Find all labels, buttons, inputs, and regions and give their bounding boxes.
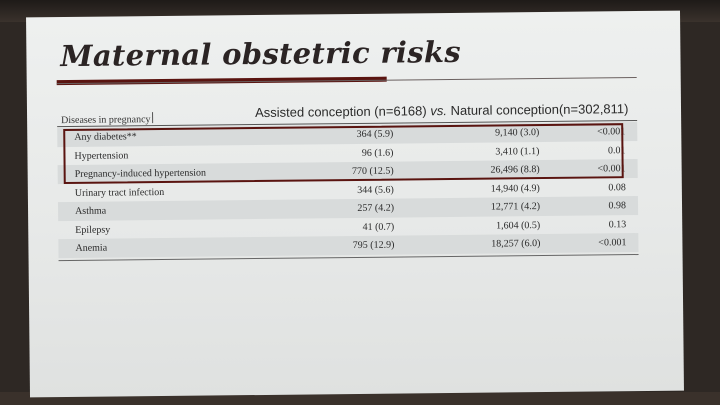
row-disease: Asthma (75, 205, 107, 217)
header-natural: Natural conception(n=302,811) (450, 101, 629, 118)
presentation-slide: Maternal obstetric risks Diseases in pre… (26, 10, 684, 398)
row-natural: 12,771 (4.2) (490, 201, 541, 213)
highlight-frame (63, 123, 624, 185)
row-assisted: 41 (0.7) (362, 221, 395, 233)
row-assisted: 795 (12.9) (352, 239, 395, 252)
row-disease: Epilepsy (75, 224, 111, 236)
header-assisted: Assisted conception (n=6168) (254, 103, 427, 121)
row-p-value: 0.98 (608, 200, 627, 212)
slide-title: Maternal obstetric risks (60, 34, 462, 74)
header-diseases: Diseases in pregnancy (61, 112, 154, 126)
row-p-value: <0.001 (598, 237, 627, 249)
row-p-value: 0.08 (608, 181, 626, 193)
header-vs: vs. (430, 103, 447, 119)
row-disease: Urinary tract infection (74, 186, 165, 199)
row-natural: 14,940 (4.9) (490, 182, 540, 195)
row-natural: 1,604 (0.5) (496, 219, 541, 232)
header-columns: Assisted conception (n=6168) vs. Natural… (255, 101, 629, 120)
row-assisted: 344 (5.6) (357, 184, 394, 196)
row-natural: 18,257 (6.0) (491, 238, 541, 250)
row-disease: Anemia (75, 242, 108, 254)
row-p-value: 0.13 (608, 218, 627, 230)
text-cursor (152, 112, 154, 124)
row-assisted: 257 (4.2) (357, 202, 395, 214)
